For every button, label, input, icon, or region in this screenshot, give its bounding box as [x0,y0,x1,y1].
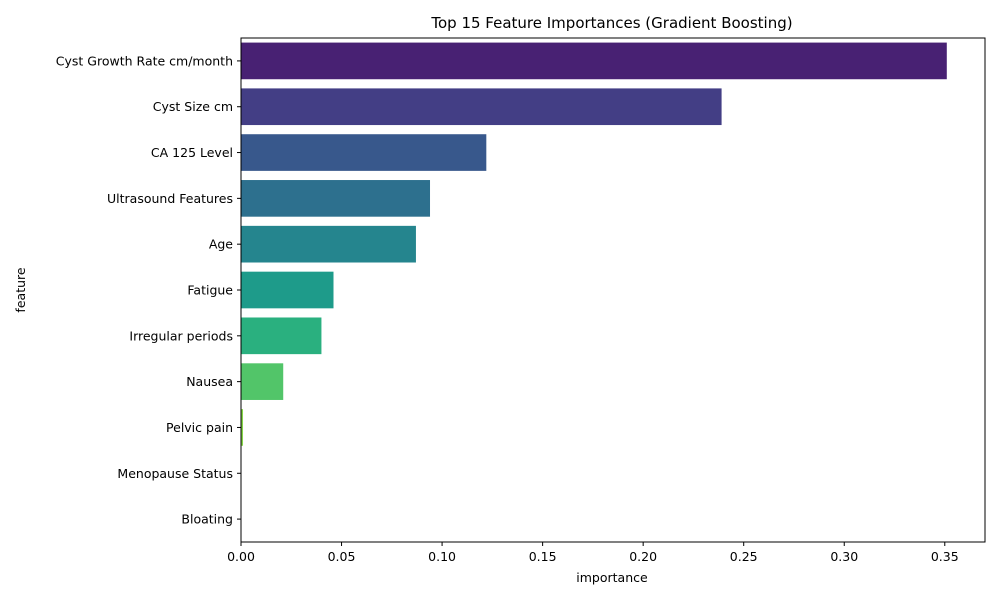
axis-spines [240,37,986,543]
x-tick-label: 0.20 [629,549,657,564]
y-tick-label: Fatigue [187,283,233,298]
y-tick-label: Cyst Growth Rate cm/month [56,53,233,68]
y-tick-label: Cyst Size cm [153,99,233,114]
x-axis-ticks: 0.00 0.05 0.10 0.15 0.20 0.25 0.30 0.35 [227,542,959,564]
bar-3 [241,180,431,217]
y-tick-label: Pelvic pain [166,420,233,435]
y-tick-label: Bloating [181,512,233,527]
bar-5 [241,271,334,309]
y-tick-label: Irregular periods [129,328,233,343]
bars-group [241,42,947,446]
x-axis-label: importance [576,570,648,585]
x-tick-label: 0.25 [730,549,758,564]
y-tick-label: Menopause Status [117,466,233,481]
x-tick-label: 0.15 [529,549,557,564]
x-tick-label: 0.10 [428,549,456,564]
y-axis-label: feature [13,267,28,312]
bar-1 [241,88,722,126]
y-axis-ticks: Cyst Growth Rate cm/month Cyst Size cm CA … [56,53,241,527]
bar-4 [241,225,416,263]
bar-2 [241,134,487,171]
y-tick-label: CA 125 Level [151,145,233,160]
y-tick-label: Nausea [186,374,233,389]
plot-frame [240,37,986,543]
bar-7 [241,363,284,400]
bar-0 [241,42,947,80]
x-tick-label: 0.35 [931,549,959,564]
x-tick-label: 0.05 [328,549,356,564]
y-tick-label: Ultrasound Features [107,191,233,206]
bar-6 [241,317,322,355]
x-tick-label: 0.30 [830,549,858,564]
x-tick-label: 0.00 [227,549,255,564]
bar-8 [241,409,244,446]
y-tick-label: Age [209,237,233,252]
chart-title: Top 15 Feature Importances (Gradient Boo… [430,14,792,32]
